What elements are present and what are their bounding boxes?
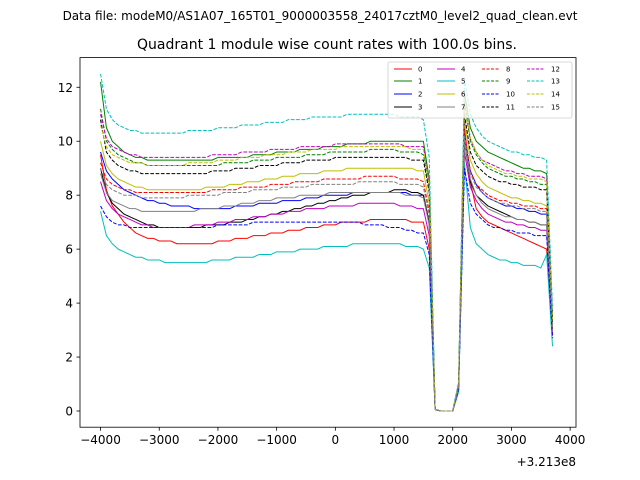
legend-label-15: 15 xyxy=(551,104,560,112)
legend-label-14: 14 xyxy=(551,91,560,99)
legend-label-8: 8 xyxy=(506,66,510,74)
series-line-5 xyxy=(100,162,554,412)
series-line-10 xyxy=(100,167,554,412)
x-tick-label: −4000 xyxy=(80,433,121,447)
series-line-7 xyxy=(100,140,554,412)
legend-label-13: 13 xyxy=(551,78,560,86)
legend-label-11: 11 xyxy=(506,104,515,112)
series-line-0 xyxy=(100,127,554,412)
series-line-9 xyxy=(100,102,554,412)
figure-suptitle: Data file: modeM0/AS1A07_165T01_90000035… xyxy=(63,9,578,23)
series-line-2 xyxy=(100,135,554,412)
series-line-1 xyxy=(100,81,554,412)
legend-label-0: 0 xyxy=(418,66,422,74)
series-line-15 xyxy=(100,135,554,412)
y-tick-label: 6 xyxy=(65,243,73,257)
series-line-8 xyxy=(100,129,554,412)
legend-label-10: 10 xyxy=(506,91,515,99)
x-axis-offset-label: +3.213e8 xyxy=(517,455,576,469)
series-layer xyxy=(100,73,554,412)
series-line-4 xyxy=(100,151,554,412)
y-tick-label: 12 xyxy=(58,81,73,95)
legend-label-2: 2 xyxy=(418,91,422,99)
legend-label-9: 9 xyxy=(506,78,510,86)
y-tick-label: 10 xyxy=(58,135,73,149)
x-tick-label: 4000 xyxy=(555,433,586,447)
x-tick-label: −3000 xyxy=(139,433,180,447)
y-tick-label: 2 xyxy=(65,351,73,365)
y-tick-label: 0 xyxy=(65,405,73,419)
x-tick-label: 1000 xyxy=(379,433,410,447)
legend-label-3: 3 xyxy=(418,104,422,112)
x-tick-label: −2000 xyxy=(198,433,239,447)
series-line-13 xyxy=(100,73,554,412)
legend-label-6: 6 xyxy=(461,91,466,99)
chart-title: Quadrant 1 module wise count rates with … xyxy=(137,37,517,53)
plot-area-frame xyxy=(79,57,577,428)
legend-label-1: 1 xyxy=(418,78,422,86)
x-tick-label: −1000 xyxy=(256,433,297,447)
series-line-6 xyxy=(100,119,554,412)
x-tick-label: 2000 xyxy=(437,433,468,447)
series-line-11 xyxy=(100,113,554,412)
x-tick-label: 0 xyxy=(332,433,340,447)
y-tick-label: 4 xyxy=(65,297,73,311)
legend-label-5: 5 xyxy=(461,78,465,86)
series-line-3 xyxy=(100,140,554,412)
series-line-12 xyxy=(100,97,554,412)
series-line-14 xyxy=(100,97,554,412)
y-tick-label: 8 xyxy=(65,189,73,203)
legend-label-12: 12 xyxy=(551,66,560,74)
y-axis: 0 2 4 6 8 10 12 xyxy=(58,81,80,419)
legend-label-7: 7 xyxy=(461,104,465,112)
legend-box xyxy=(387,61,573,119)
x-axis: −4000 −3000 −2000 −1000 0 1000 2000 3000 4000 xyxy=(80,427,585,447)
legend-label-4: 4 xyxy=(461,66,466,74)
x-tick-label: 3000 xyxy=(496,433,527,447)
